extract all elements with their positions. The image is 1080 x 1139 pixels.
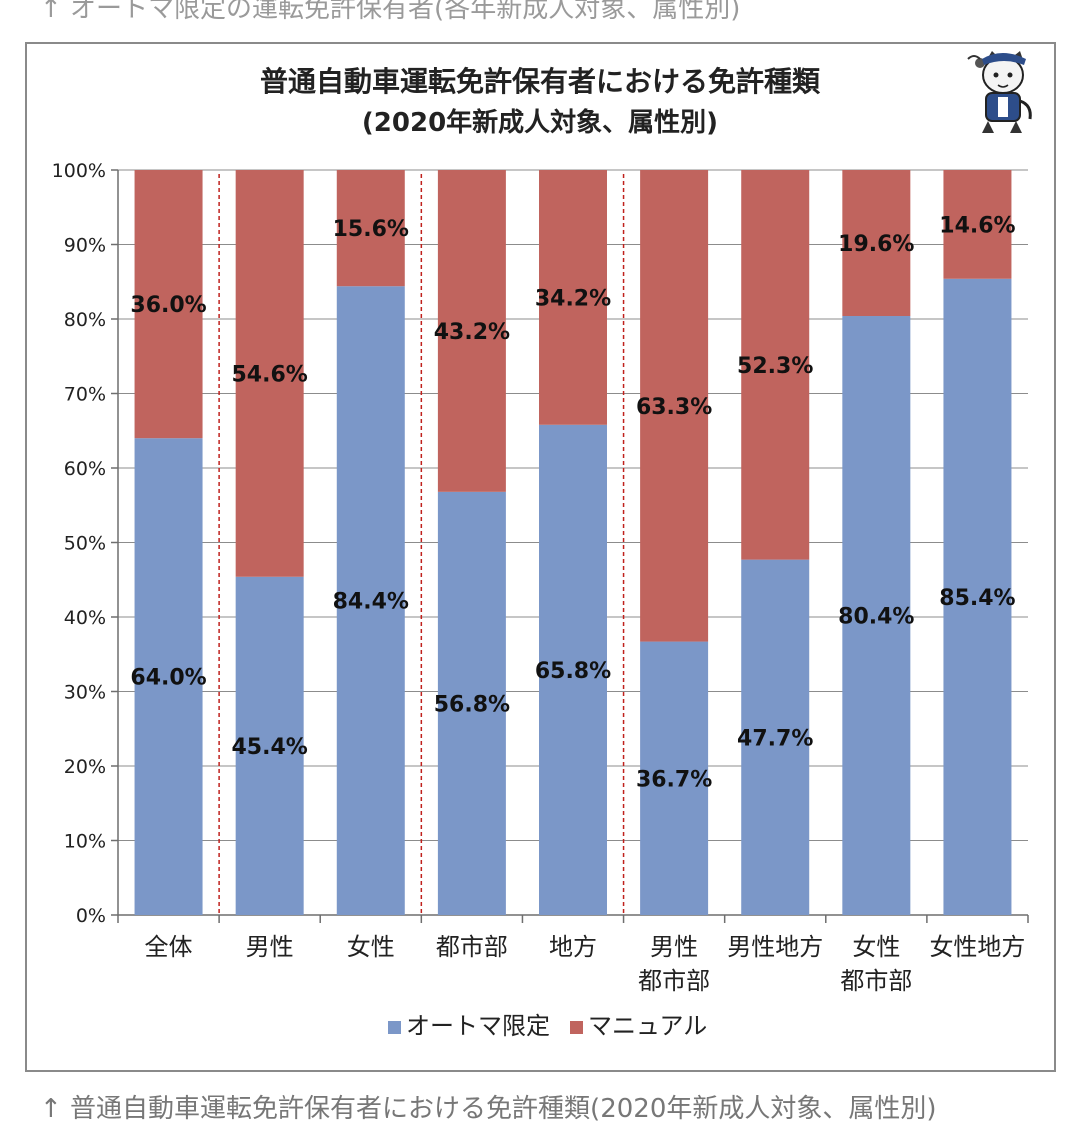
x-category-label: 男性 — [650, 933, 698, 961]
x-category-label: 女性地方 — [929, 933, 1025, 961]
x-category-label: 全体 — [145, 933, 193, 961]
x-category-label: 都市部 — [436, 933, 508, 961]
bar-automatic — [842, 316, 911, 915]
x-category-label: 女性 — [852, 933, 900, 961]
y-tick-label: 30% — [64, 682, 106, 704]
top-caption: ↑ オートマ限定の運転免許保有者(各年新成人対象、属性別) — [40, 0, 741, 24]
x-category-label: 都市部 — [638, 967, 710, 995]
legend-label-manual: マニュアル — [588, 1012, 707, 1040]
data-label-manual: 14.6% — [939, 213, 1015, 238]
bar-automatic — [640, 641, 709, 915]
bar-automatic — [336, 286, 405, 916]
data-label-automatic: 85.4% — [939, 586, 1015, 611]
data-label-automatic: 36.7% — [636, 767, 712, 792]
y-tick-label: 0% — [76, 905, 106, 927]
bar-automatic — [437, 491, 506, 915]
x-category-label: 男性 — [246, 933, 294, 961]
x-category-label: 男性地方 — [727, 933, 823, 961]
bar-automatic — [741, 559, 810, 915]
data-label-automatic: 65.8% — [535, 659, 611, 684]
data-label-automatic: 84.4% — [333, 590, 409, 615]
y-tick-label: 90% — [64, 235, 106, 257]
legend-label-automatic: オートマ限定 — [406, 1012, 550, 1040]
y-tick-label: 100% — [52, 160, 106, 182]
bar-manual — [539, 170, 607, 425]
data-label-automatic: 47.7% — [737, 726, 813, 751]
bar-manual — [640, 170, 709, 642]
bar-automatic — [235, 576, 304, 915]
y-tick-label: 40% — [64, 607, 106, 629]
y-tick-label: 20% — [64, 756, 106, 778]
data-label-automatic: 45.4% — [232, 735, 308, 760]
y-tick-label: 80% — [64, 309, 106, 331]
x-category-label: 地方 — [549, 933, 597, 961]
data-label-manual: 34.2% — [535, 286, 611, 311]
x-category-label: 都市部 — [840, 967, 912, 995]
bar-manual — [235, 170, 304, 577]
bar-manual — [943, 170, 1012, 279]
bar-manual — [741, 170, 810, 560]
data-label-manual: 36.0% — [130, 293, 206, 318]
data-label-manual: 63.3% — [636, 395, 712, 420]
x-category-label: 女性 — [347, 933, 395, 961]
data-label-manual: 19.6% — [838, 232, 914, 257]
data-label-automatic: 64.0% — [130, 666, 206, 691]
bar-manual — [842, 170, 911, 317]
bar-manual — [336, 170, 405, 287]
chart-subtitle: (2020年新成人対象、属性別) — [361, 108, 719, 138]
legend-swatch-automatic — [388, 1021, 401, 1034]
bottom-caption: ↑ 普通自動車運転免許保有者における免許種類(2020年新成人対象、属性別) — [40, 1094, 937, 1124]
chart-title: 普通自動車運転免許保有者における免許種類 — [259, 65, 820, 98]
y-tick-label: 70% — [64, 384, 106, 406]
mascot-icon — [967, 51, 1032, 133]
data-label-manual: 54.6% — [232, 362, 308, 387]
y-tick-label: 60% — [64, 458, 106, 480]
data-label-automatic: 80.4% — [838, 605, 914, 630]
data-label-manual: 43.2% — [434, 320, 510, 345]
bar-manual — [437, 170, 506, 492]
data-label-manual: 15.6% — [333, 217, 409, 242]
bar-automatic — [943, 278, 1012, 915]
bar-automatic — [539, 424, 607, 915]
legend-swatch-manual — [570, 1021, 583, 1034]
y-tick-label: 50% — [64, 533, 106, 555]
data-label-automatic: 56.8% — [434, 692, 510, 717]
bar-manual — [134, 170, 203, 439]
y-tick-label: 10% — [64, 831, 106, 853]
bar-automatic — [134, 438, 203, 915]
data-label-manual: 52.3% — [737, 354, 813, 379]
